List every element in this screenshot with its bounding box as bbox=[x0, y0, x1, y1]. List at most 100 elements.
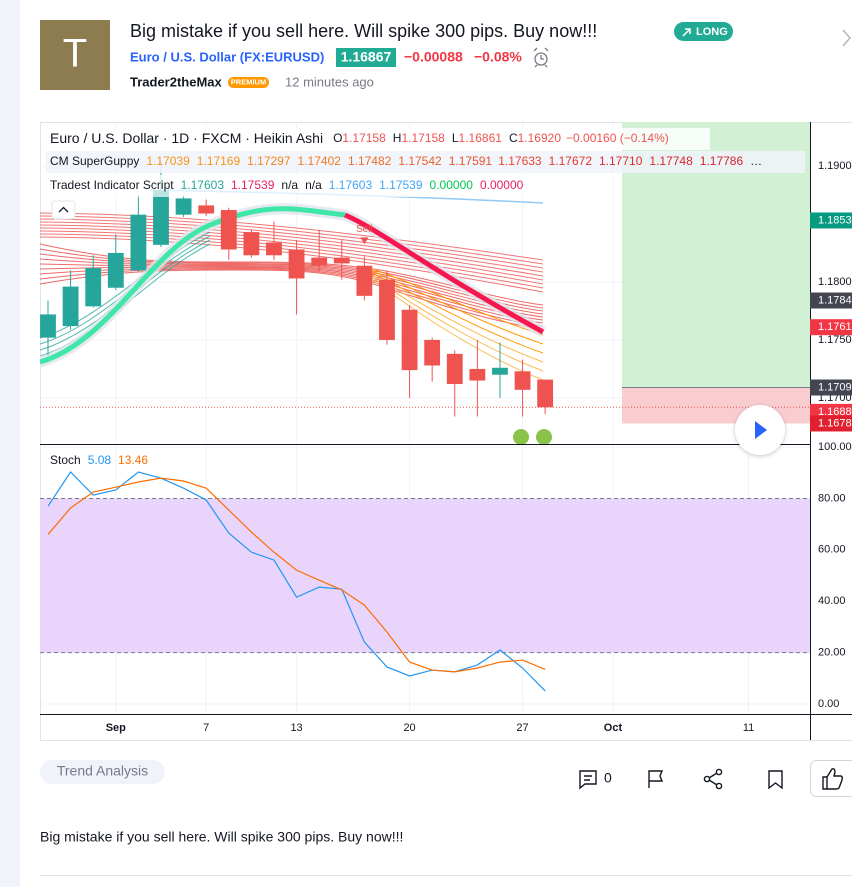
tag-text: Trend Analysis bbox=[57, 763, 148, 779]
collapse-button[interactable] bbox=[51, 200, 76, 220]
y-tick-label: 1.1800 bbox=[818, 276, 852, 288]
candle-body bbox=[266, 242, 282, 256]
price-marker-label: 1.1784 bbox=[818, 294, 852, 306]
signal-label: Sell bbox=[356, 224, 373, 235]
tradest-legend: Tradest Indicator Script 1.17603 1.17539 n/… bbox=[50, 178, 524, 192]
price-change: −0.00088 bbox=[404, 49, 463, 65]
y-tick-label: 1.1750 bbox=[818, 334, 852, 346]
price-marker-label: 1.1761 bbox=[818, 321, 852, 333]
candle-body bbox=[130, 214, 147, 271]
candle-body bbox=[514, 371, 531, 390]
ohlc-key: C bbox=[509, 131, 518, 145]
indicator-value: 1.17539 bbox=[379, 178, 423, 192]
y-tick-label: 1.1900 bbox=[818, 160, 852, 172]
guppy-slow bbox=[344, 212, 545, 335]
guppy-line bbox=[40, 230, 544, 285]
y-tick-label: 0.00 bbox=[818, 698, 839, 710]
author[interactable]: Trader2theMax bbox=[130, 74, 223, 89]
candle-body bbox=[469, 368, 486, 381]
candle-body bbox=[492, 367, 508, 375]
alert-icon[interactable] bbox=[533, 47, 549, 68]
guppy-line bbox=[40, 212, 544, 261]
x-tick-label: 13 bbox=[290, 722, 302, 734]
indicator-value: 1.17672 bbox=[549, 154, 593, 168]
indicator-name: Tradest Indicator Script bbox=[50, 178, 174, 192]
x-tick-label: 27 bbox=[516, 722, 528, 734]
long-badge bbox=[674, 22, 733, 41]
stoch-value: 5.08 bbox=[88, 453, 112, 467]
guppy-line bbox=[40, 224, 544, 277]
long-arrow bbox=[682, 28, 691, 37]
candle-body bbox=[175, 198, 192, 215]
indicator-value: 1.17633 bbox=[498, 154, 542, 168]
tag-pill[interactable] bbox=[40, 760, 165, 784]
indicator-value: 1.17539 bbox=[231, 178, 275, 192]
comment-count: 0 bbox=[604, 770, 612, 786]
comment-icon[interactable] bbox=[579, 770, 597, 790]
legend-bg bbox=[46, 151, 805, 173]
ohlc-value: 1.17158 bbox=[342, 131, 386, 145]
signal-arrow bbox=[360, 237, 369, 245]
guppy-line bbox=[369, 267, 544, 336]
price-marker bbox=[810, 212, 852, 229]
symbol-link[interactable]: Euro / U.S. Dollar (FX:EURUSD) bbox=[130, 49, 324, 64]
indicator-value: … bbox=[750, 154, 762, 168]
ohlc-value: 1.17158 bbox=[401, 131, 445, 145]
y-tick-label: 100.00 bbox=[818, 441, 852, 453]
x-tick-label: 7 bbox=[203, 722, 209, 734]
ohlc-key: O bbox=[333, 131, 342, 145]
ohlc-change: −0.00160 (−0.14%) bbox=[566, 131, 669, 145]
indicator-value: 1.17603 bbox=[329, 178, 373, 192]
stoch-name: Stoch bbox=[50, 453, 81, 467]
stoch-line bbox=[47, 477, 546, 673]
price-change-pct: −0.08% bbox=[474, 49, 522, 65]
idea-title: Big mistake if you sell here. Will spike… bbox=[130, 21, 597, 41]
indicator-value: 1.17169 bbox=[197, 154, 241, 168]
play-button[interactable] bbox=[735, 405, 785, 455]
stoch-pane bbox=[40, 471, 810, 692]
guppy-line bbox=[40, 269, 544, 330]
main-legend: Euro / U.S. Dollar · 1D · FXCM · Heikin … bbox=[50, 130, 669, 146]
x-tick-label: 11 bbox=[743, 722, 754, 734]
indicator-value: 0.00000 bbox=[480, 178, 524, 192]
candle-body bbox=[288, 249, 305, 279]
share-icon[interactable] bbox=[703, 768, 723, 790]
x-tick-label: Oct bbox=[604, 722, 623, 734]
price: 1.16867 bbox=[341, 49, 392, 65]
flag-icon[interactable] bbox=[648, 770, 664, 788]
next-arrow[interactable] bbox=[842, 29, 851, 47]
indicator-value: 1.17591 bbox=[449, 154, 493, 168]
legend-bg bbox=[46, 128, 710, 150]
guppy-line bbox=[369, 269, 544, 345]
y-tick-label: 40.00 bbox=[818, 595, 846, 607]
guppy-legend: CM SuperGuppy 1.17039 1.17169 1.17297 1.1740… bbox=[50, 154, 762, 168]
guppy-fast bbox=[40, 206, 346, 365]
stoch-value: 13.46 bbox=[118, 453, 148, 467]
price-marker-label: 1.1853 bbox=[818, 214, 852, 226]
price-marker bbox=[810, 319, 852, 336]
candle-body bbox=[333, 257, 350, 264]
indicator-value: n/a bbox=[281, 178, 298, 192]
indicator-value: 1.17786 bbox=[700, 154, 744, 168]
candle-body bbox=[198, 205, 215, 214]
guppy-line bbox=[40, 218, 544, 269]
candle-body bbox=[537, 379, 554, 408]
like-icon bbox=[822, 768, 844, 790]
left-strip bbox=[0, 0, 20, 887]
premium-badge bbox=[228, 77, 269, 88]
legend-bg bbox=[46, 175, 556, 197]
indicator-value: 1.17402 bbox=[298, 154, 342, 168]
indicator-value: 1.17710 bbox=[599, 154, 643, 168]
candles: Sell bbox=[40, 160, 810, 417]
bookmark-icon[interactable] bbox=[768, 770, 783, 790]
indicator-value: 1.17748 bbox=[649, 154, 693, 168]
avatar[interactable] bbox=[40, 20, 110, 90]
stoch-line bbox=[47, 471, 546, 692]
like-button[interactable] bbox=[810, 760, 852, 797]
indicator-value: n/a bbox=[305, 178, 322, 192]
stoch-band bbox=[40, 498, 810, 653]
long-badge-text: LONG bbox=[696, 26, 728, 38]
indicator-value: 1.17039 bbox=[146, 154, 190, 168]
price-box bbox=[336, 48, 396, 67]
candle-body bbox=[62, 286, 79, 327]
